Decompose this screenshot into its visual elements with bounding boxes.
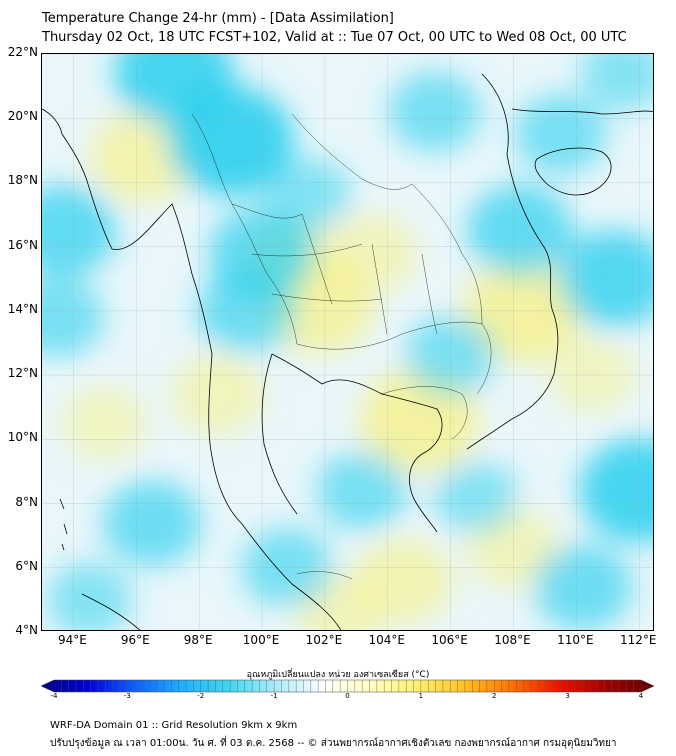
lon-label: 106°E (431, 633, 468, 647)
country-border-1 (191, 113, 298, 345)
cool-anomaly (557, 229, 653, 328)
lon-label: 98°E (183, 633, 213, 647)
colorbar-tick-label: -2 (197, 692, 205, 700)
colorbar-tick-label: 1 (418, 692, 424, 700)
cool-anomaly (114, 54, 234, 126)
vietnam-coastline (466, 73, 559, 450)
cool-anomaly (102, 479, 202, 566)
update-credit: ปรับปรุงข้อมูล ณ เวลา 01:00น. วัน ศ. ที่… (50, 738, 617, 749)
lon-label: 104°E (368, 633, 406, 647)
colorbar-tick-label: 4 (638, 692, 644, 700)
lat-label: 18°N (7, 173, 38, 188)
lat-label: 12°N (7, 366, 38, 381)
temperature-field (42, 54, 653, 630)
cool-anomaly (42, 277, 104, 358)
lon-label: 100°E (242, 633, 280, 647)
cool-anomaly (466, 184, 573, 277)
lon-label: 96°E (120, 633, 150, 647)
colorbar-title: อุณหภูมิเปลี่ยนแปลง หน่วย องศาเซลเซียส (… (246, 670, 430, 680)
sumatra-coast (81, 593, 141, 630)
colorbar-tick-label: 0 (345, 692, 350, 700)
cool-anomaly (266, 158, 352, 233)
cambodia-border (381, 386, 468, 440)
lon-label: 102°E (305, 633, 343, 647)
lon-label: 94°E (57, 633, 87, 647)
cool-anomaly (533, 544, 633, 630)
lat-label: 10°N (7, 430, 38, 445)
lon-label: 108°E (494, 633, 531, 647)
cool-anomaly (433, 460, 519, 535)
china-coastline (511, 108, 653, 115)
colorbar-tick-label: -3 (123, 692, 131, 700)
coastlines (42, 73, 653, 630)
andaman-islands (59, 498, 68, 551)
colorbar (41, 679, 654, 693)
lat-label: 22°N (7, 45, 38, 59)
lat-label: 14°N (7, 301, 38, 316)
admin-boundaries (191, 113, 492, 580)
map-subtitle: Thursday 02 Oct, 18 UTC FCST+102, Valid … (42, 30, 627, 45)
lon-label: 110°E (557, 633, 594, 647)
colorbar-tick-label: -4 (50, 692, 58, 700)
map-canvas (42, 54, 653, 630)
gulf-coastline (261, 353, 443, 533)
cool-anomaly (316, 450, 409, 531)
hainan-island (534, 147, 612, 196)
map-title: Temperature Change 24-hr (mm) - [Data As… (42, 11, 394, 26)
map-panel (41, 53, 654, 631)
lat-label: 16°N (7, 237, 38, 252)
warm-anomaly (62, 386, 148, 461)
lat-label: 20°N (7, 109, 38, 124)
cool-anomaly (581, 54, 653, 111)
cool-anomaly (388, 71, 481, 152)
cool-anomaly (42, 184, 117, 277)
cool-anomaly (46, 562, 132, 630)
province-lines (231, 203, 438, 335)
warm-anomaly (326, 213, 419, 294)
warm-anomaly (172, 354, 265, 435)
lat-label: 8°N (15, 494, 38, 509)
model-info: WRF-DA Domain 01 :: Grid Resolution 9km … (50, 720, 298, 731)
malaysia-border (296, 571, 353, 580)
cool-anomaly (579, 438, 653, 543)
country-border-3 (296, 321, 492, 395)
colorbar-tick-label: -1 (270, 692, 278, 700)
colorbar-tick-label: 3 (565, 692, 570, 700)
mainland-coastline (42, 108, 342, 630)
lon-label: 112°E (620, 633, 657, 647)
colorbar-tick-label: 2 (492, 692, 497, 700)
lat-label: 4°N (15, 623, 38, 637)
country-border-2 (291, 113, 483, 325)
cool-anomaly (514, 94, 607, 175)
lat-label: 6°N (15, 558, 38, 573)
